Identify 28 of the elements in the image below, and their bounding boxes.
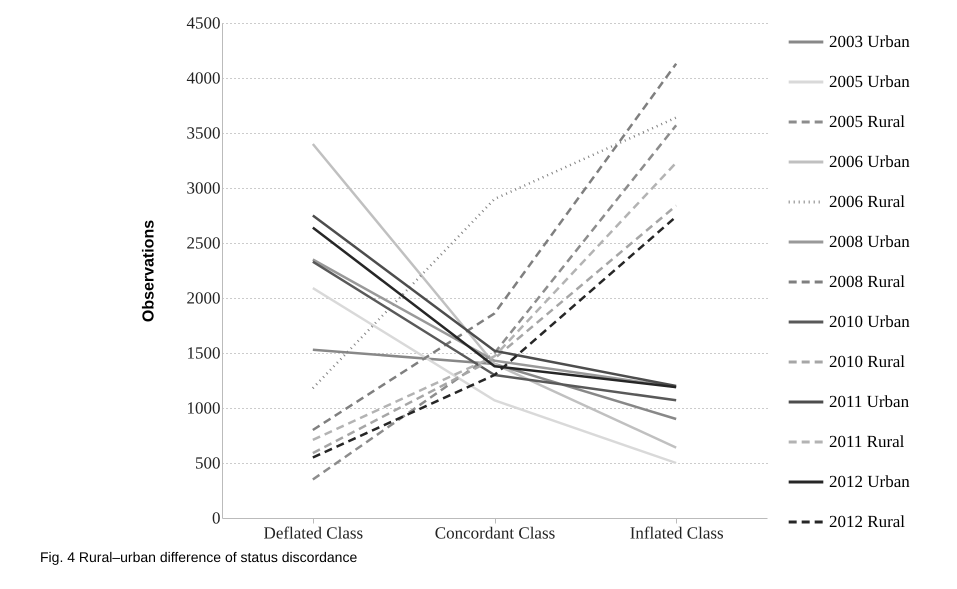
y-tick-label: 0 <box>212 508 220 528</box>
legend-label: 2003 Urban <box>829 32 910 51</box>
y-tick-label: 4500 <box>186 14 220 32</box>
legend-label: 2011 Rural <box>829 432 905 451</box>
legend-label: 2008 Urban <box>829 232 910 251</box>
legend-label: 2006 Rural <box>829 192 906 211</box>
y-tick-label: 3000 <box>186 178 220 198</box>
legend-label: 2010 Urban <box>829 312 910 331</box>
y-tick-label: 4000 <box>186 68 220 88</box>
y-tick-label: 1000 <box>186 398 220 418</box>
legend-label: 2005 Rural <box>829 112 906 131</box>
x-tick-label: Inflated Class <box>630 524 724 542</box>
x-tick-label: Deflated Class <box>264 524 364 542</box>
legend-label: 2008 Rural <box>829 272 906 291</box>
caption: Fig. 4 Rural–urban difference of status discordance <box>40 549 358 565</box>
legend-label: 2010 Rural <box>829 352 906 371</box>
legend-label: 2011 Urban <box>829 392 910 411</box>
x-tick-label: Concordant Class <box>434 524 556 542</box>
legend-label: 2006 Urban <box>829 152 910 171</box>
legend-label: 2012 Rural <box>829 512 906 531</box>
y-tick-label: 500 <box>195 454 220 472</box>
y-tick-label: 2500 <box>186 234 220 252</box>
y-tick-label: 2000 <box>186 288 220 308</box>
y-tick-label: 1500 <box>186 344 220 362</box>
y-axis-title: Observations <box>140 220 158 322</box>
legend-label: 2005 Urban <box>829 72 910 91</box>
y-tick-label: 3500 <box>186 124 220 142</box>
legend-label: 2012 Urban <box>829 472 910 491</box>
